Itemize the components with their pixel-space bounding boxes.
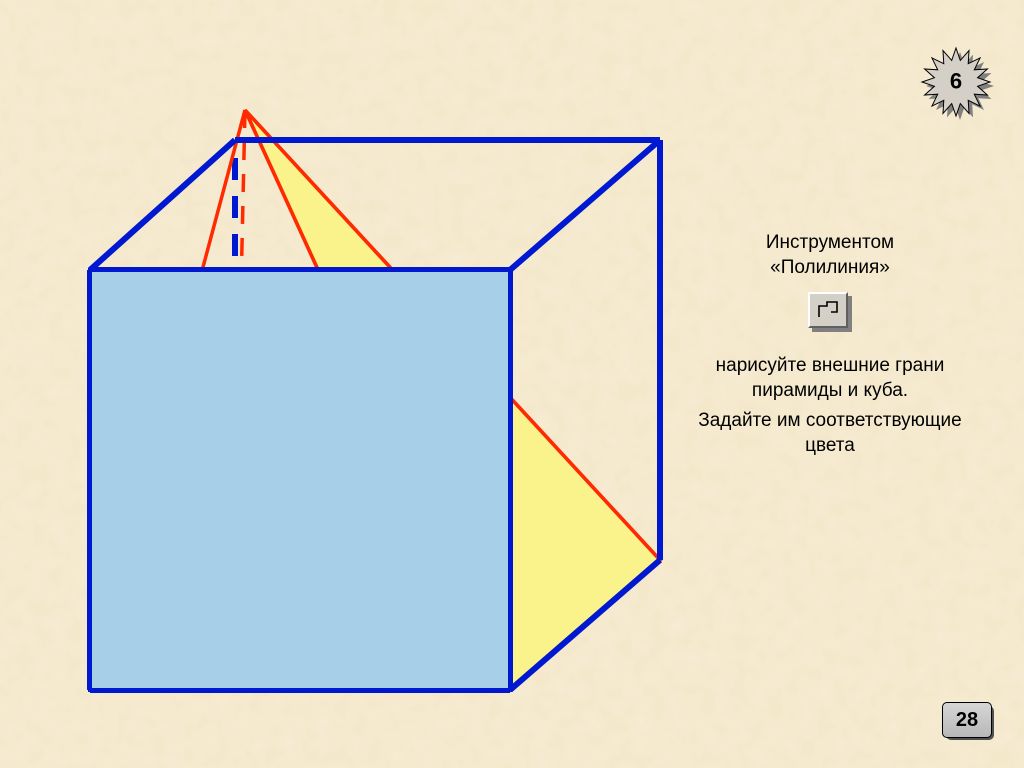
slide: Инструментом «Полилиния» нарисуйте внешн… [0, 0, 1024, 768]
instruction-line: Инструментом «Полилиния» [695, 231, 965, 280]
polyline-tool-icon [808, 292, 852, 332]
step-number-starburst: 6 [916, 42, 996, 122]
page-number-badge: 28 [942, 702, 994, 740]
instruction-line: нарисуйте внешние грани пирамиды и куба. [695, 354, 965, 403]
page-number: 28 [956, 709, 978, 732]
cube-pyramid-diagram [30, 25, 730, 745]
instruction-line: Задайте им соответствующие цвета [695, 409, 965, 458]
step-number: 6 [950, 68, 962, 94]
instruction-text: Инструментом «Полилиния» нарисуйте внешн… [695, 225, 965, 465]
polyline-icon [816, 300, 840, 320]
